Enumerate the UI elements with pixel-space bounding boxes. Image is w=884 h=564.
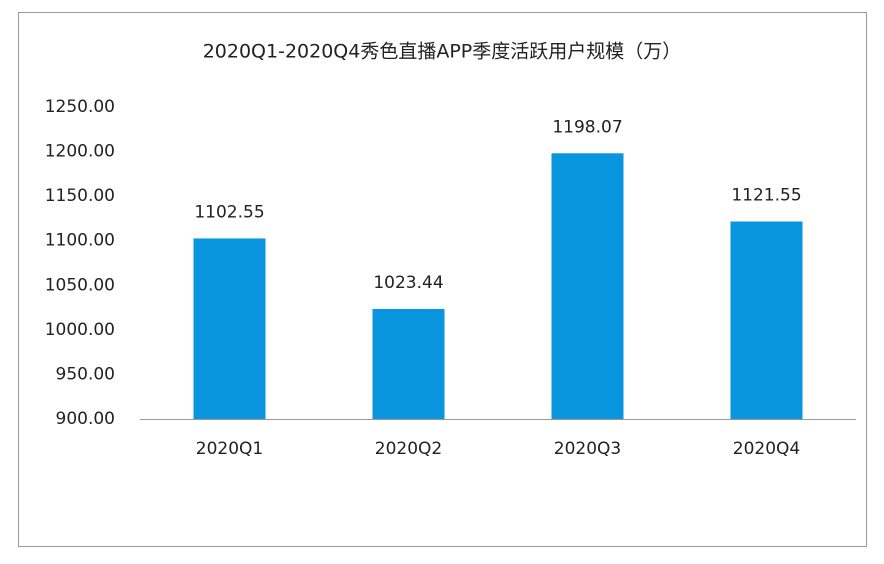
y-tick-label: 950.00 — [56, 364, 115, 384]
chart-frame — [18, 12, 867, 547]
y-tick-label: 1150.00 — [45, 186, 115, 206]
bar — [551, 153, 624, 420]
value-label: 1102.55 — [194, 202, 264, 222]
value-label: 1198.07 — [552, 117, 622, 137]
value-label: 1121.55 — [731, 186, 801, 206]
y-tick-label: 1250.00 — [45, 97, 115, 117]
x-tick-label: 2020Q4 — [733, 439, 800, 459]
y-tick-label: 1200.00 — [45, 142, 115, 162]
y-tick-label: 1100.00 — [45, 231, 115, 251]
x-tick-label: 2020Q1 — [196, 439, 263, 459]
y-tick-label: 900.00 — [56, 409, 115, 429]
y-tick-label: 1000.00 — [45, 320, 115, 340]
value-label: 1023.44 — [373, 273, 443, 293]
bar — [372, 308, 445, 419]
chart-title: 2020Q1-2020Q4秀色直播APP季度活跃用户规模（万） — [203, 41, 682, 63]
y-tick-label: 1050.00 — [45, 275, 115, 295]
x-tick-label: 2020Q2 — [375, 439, 442, 459]
bar — [193, 238, 266, 419]
x-tick-label: 2020Q3 — [554, 439, 621, 459]
bar — [730, 221, 803, 419]
